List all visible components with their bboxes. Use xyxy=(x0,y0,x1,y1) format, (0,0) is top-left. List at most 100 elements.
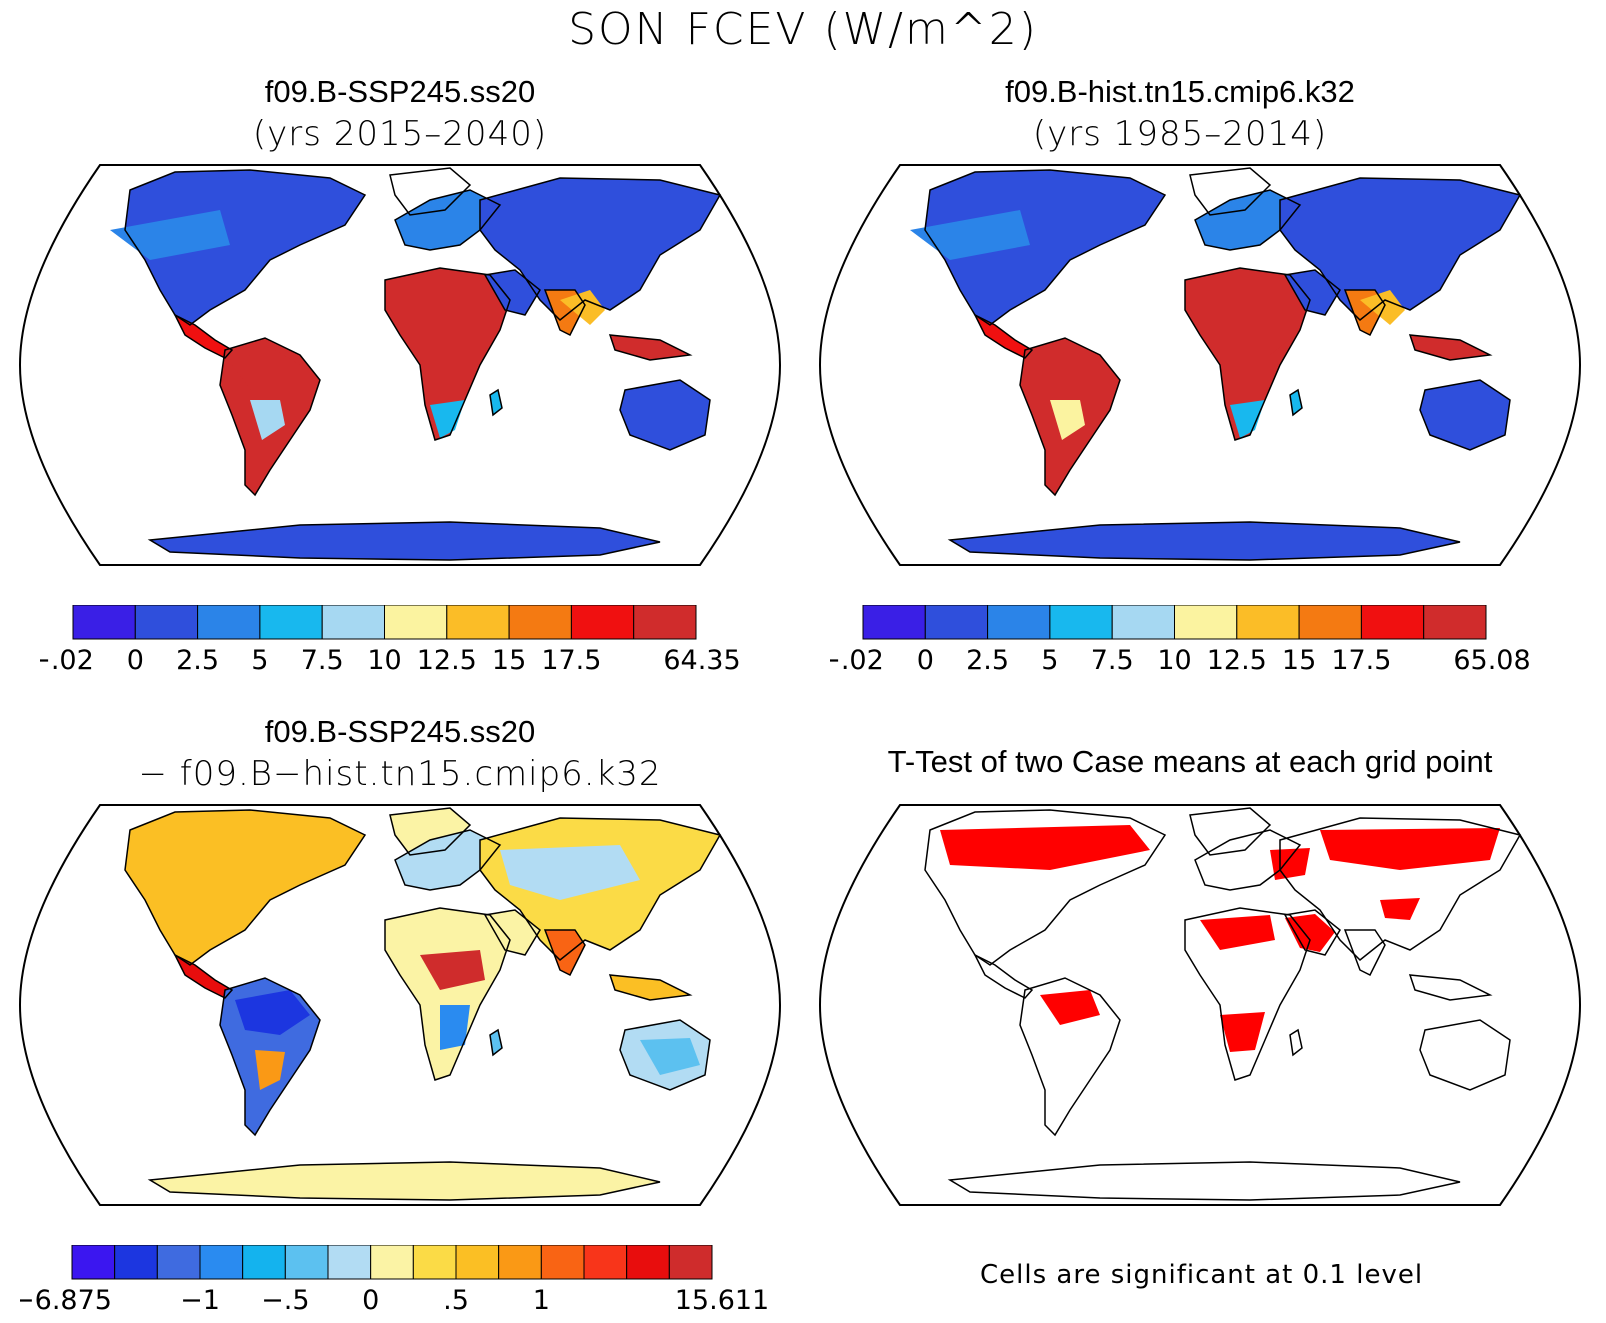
coastline-greenland xyxy=(389,807,472,856)
coastline-centralAmerica xyxy=(173,953,234,999)
field-south-africa xyxy=(1230,400,1265,438)
coastline-indonesia xyxy=(608,974,693,1001)
colorbar-tr-tick-label: 2.5 xyxy=(966,645,1009,676)
coastline-greenland xyxy=(1189,807,1272,856)
field-central-asia-signif xyxy=(1380,898,1420,920)
field-congo-basin xyxy=(400,305,495,355)
field-congo-basin xyxy=(1200,305,1295,355)
region-arabia xyxy=(485,270,540,315)
field-south-brazil xyxy=(1050,400,1085,440)
coastline-northAmerica xyxy=(924,809,1167,966)
colorbar-top-left: −.02 0 2.5 5 7.5 10 12.5 15 17.5 64.35 xyxy=(40,605,741,676)
colorbar-bottom-left: −6.875 −1 −.5 0 .5 1 15.611 xyxy=(20,1245,769,1316)
colorbar-tl-swatch xyxy=(508,605,572,640)
map-top-right xyxy=(818,164,1582,566)
field-south-brazil xyxy=(250,400,285,440)
region-arabia xyxy=(1285,270,1340,315)
coastline-northAmerica xyxy=(124,809,367,966)
colorbar-tr-swatch xyxy=(862,605,926,640)
colorbar-tl-tick-label: 5 xyxy=(251,645,268,676)
panel-tr-years: (yrs 1985–2014) xyxy=(1032,114,1328,154)
field-australia-east xyxy=(640,1038,700,1075)
region-centralAmerica xyxy=(175,955,232,998)
region-centralAmerica xyxy=(975,315,1032,358)
colorbar-tr-swatch xyxy=(924,605,989,640)
field-amazon-drying xyxy=(235,990,310,1035)
region-australia xyxy=(620,380,710,450)
field-amazon-core xyxy=(1028,350,1100,395)
coastline-arabia xyxy=(1283,909,1341,956)
region-asia xyxy=(480,178,720,320)
field-se-asia xyxy=(560,290,605,325)
colorbar-tr-swatch xyxy=(1049,605,1113,640)
coastline-india xyxy=(1343,289,1386,337)
colorbar-tr-swatch xyxy=(1298,605,1362,640)
colorbar-tl-tick-label: 17.5 xyxy=(541,645,601,676)
region-northAmerica xyxy=(925,170,1165,325)
colorbar-tl-tick-label: 7.5 xyxy=(301,645,344,676)
field-south-africa xyxy=(430,400,465,438)
field-canada-band xyxy=(110,210,230,260)
colorbar-bl-tick-label: 1 xyxy=(533,1285,550,1316)
field-sahara-signif xyxy=(1200,915,1275,950)
colorbar-bl-swatch xyxy=(114,1245,158,1280)
coastline-madagascar xyxy=(489,388,503,417)
panel-tr-case-title: f09.B-hist.tn15.cmip6.k32 xyxy=(1005,74,1355,109)
coastline-india xyxy=(543,289,586,337)
colorbar-tr-swatch xyxy=(987,605,1051,640)
coastline-indonesia xyxy=(608,334,693,361)
coastline-southAmerica xyxy=(1019,977,1121,1137)
field-canada-signif xyxy=(940,825,1150,870)
coastline-australia xyxy=(619,1019,711,1091)
coastline-arabia xyxy=(1283,269,1341,316)
region-northAmerica xyxy=(125,170,365,325)
region-antarctica xyxy=(950,522,1460,560)
field-canada-band xyxy=(910,210,1030,260)
coastline-africa xyxy=(384,907,511,1081)
region-centralAmerica xyxy=(975,955,1032,998)
coastline-india xyxy=(543,929,586,977)
colorbar-bl-swatch xyxy=(242,1245,286,1280)
coastline-greenland xyxy=(1189,167,1272,216)
colorbar-tl-tick-label: 10 xyxy=(367,645,401,676)
colorbar-tl-swatch xyxy=(321,605,386,640)
panel-tl-case-title: f09.B-SSP245.ss20 xyxy=(264,74,536,109)
colorbar-bl-swatch xyxy=(583,1245,628,1280)
colorbar-tl-swatch xyxy=(259,605,323,640)
coastline-asia xyxy=(479,177,722,322)
colorbar-bl-tick-label: 15.611 xyxy=(675,1285,769,1316)
coastline-asia xyxy=(479,817,722,962)
colorbar-tr-tick-label: 10 xyxy=(1157,645,1191,676)
colorbar-bl-swatch xyxy=(71,1245,116,1280)
region-australia xyxy=(1420,1020,1510,1090)
region-australia xyxy=(1420,380,1510,450)
coastline-southAmerica xyxy=(219,977,321,1137)
region-asia xyxy=(1280,178,1520,320)
field-amazon-core xyxy=(228,350,300,395)
colorbar-tl-tick-label: 2.5 xyxy=(176,645,219,676)
region-northAmerica xyxy=(125,810,365,965)
colorbar-tr-swatch xyxy=(1174,605,1238,640)
coastline-centralAmerica xyxy=(173,313,234,359)
colorbar-tr-tick-label: 7.5 xyxy=(1091,645,1134,676)
colorbar-tr-swatch xyxy=(1360,605,1425,640)
colorbar-bl-swatch xyxy=(668,1245,713,1280)
coastline-india xyxy=(1343,929,1386,977)
colorbar-tl-swatch xyxy=(134,605,199,640)
colorbar-tl-swatch xyxy=(446,605,510,640)
coastline-antarctica xyxy=(947,1161,1461,1201)
significance-note: Cells are significant at 0.1 level xyxy=(980,1260,1424,1290)
colorbar-bl-swatch xyxy=(199,1245,244,1280)
coastline-northAmerica xyxy=(124,169,367,326)
colorbar-bl-swatch xyxy=(412,1245,457,1280)
field-southern-africa-decrease xyxy=(440,1005,470,1050)
colorbar-tr-tick-label: 12.5 xyxy=(1207,645,1267,676)
map-top-left xyxy=(18,164,782,566)
colorbar-tl-tick-label: 0 xyxy=(127,645,144,676)
colorbar-tl-tick-label: 15 xyxy=(492,645,526,676)
colorbar-tl-swatch xyxy=(72,605,136,640)
colorbar-bl-swatch xyxy=(284,1245,329,1280)
map-bottom-right xyxy=(818,804,1582,1206)
field-amazon-signif xyxy=(1040,990,1100,1025)
field-siberia-signif xyxy=(1320,828,1500,870)
